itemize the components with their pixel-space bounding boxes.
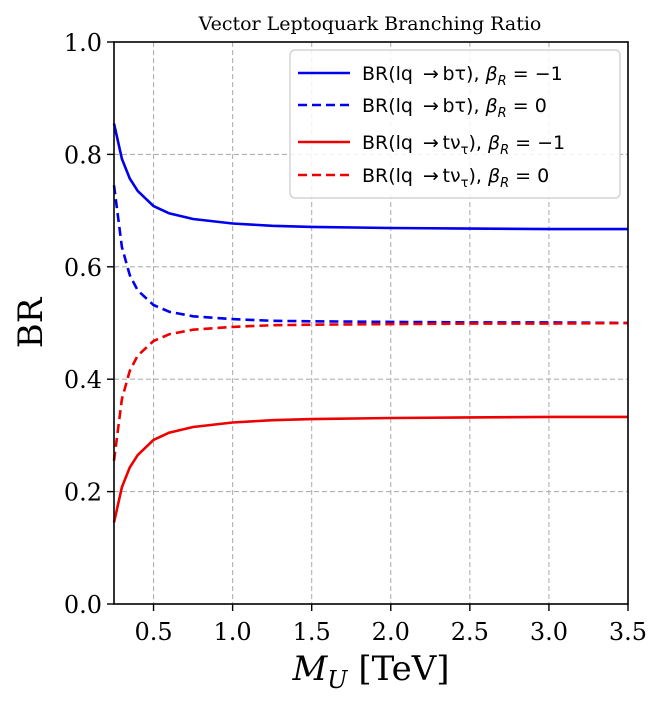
legend-label-3: BR(lq → tντ), βR = −1	[362, 132, 565, 158]
y-tick-label: 0.0	[64, 591, 102, 619]
x-tick-label: 0.5	[134, 618, 172, 646]
series-lines	[112, 123, 629, 523]
x-tick-label: 1.5	[293, 618, 331, 646]
y-tick-label: 0.2	[64, 479, 102, 507]
y-tick-label: 1.0	[64, 29, 102, 57]
y-axis-label: BR	[11, 296, 51, 348]
x-axis-label: MU [TeV]	[291, 649, 449, 694]
y-tick-label: 0.8	[64, 141, 102, 169]
plot-frame	[113, 41, 629, 605]
legend-label-1: BR(lq → bτ), βR = −1	[362, 63, 563, 89]
legend-label-4: BR(lq → tντ), βR = 0	[362, 165, 549, 191]
x-tick-label: 1.0	[214, 618, 252, 646]
axis-ticks: 0.5 1.0 1.5 2.0 2.5 3.0 3.5 0.0 0.2 0.4 0.6 0.8 1.0	[64, 29, 647, 646]
x-axis-label-subscript: U	[327, 666, 348, 694]
series-line-4	[112, 321, 629, 461]
x-tick-label: 2.5	[451, 618, 489, 646]
x-axis-label-symbol: M	[291, 649, 328, 689]
x-axis-label-unit-space	[348, 649, 359, 689]
legend: BR(lq → bτ), βR = −1 BR(lq → bτ), βR = 0 B…	[289, 49, 621, 199]
x-axis-label-unit: [TeV]	[358, 649, 449, 689]
x-tick-label: 3.0	[530, 618, 568, 646]
x-tick-label: 3.5	[609, 618, 647, 646]
chart-title: Vector Leptoquark Branching Ratio	[198, 13, 542, 35]
series-line-2	[112, 185, 629, 325]
y-tick-label: 0.4	[64, 366, 102, 394]
series-line-3	[112, 415, 628, 523]
legend-label-2: BR(lq → bτ), βR = 0	[362, 95, 547, 121]
x-tick-label: 2.0	[372, 618, 410, 646]
y-tick-label: 0.6	[64, 254, 102, 282]
series-line-1	[112, 123, 628, 231]
legend-box	[289, 49, 621, 199]
